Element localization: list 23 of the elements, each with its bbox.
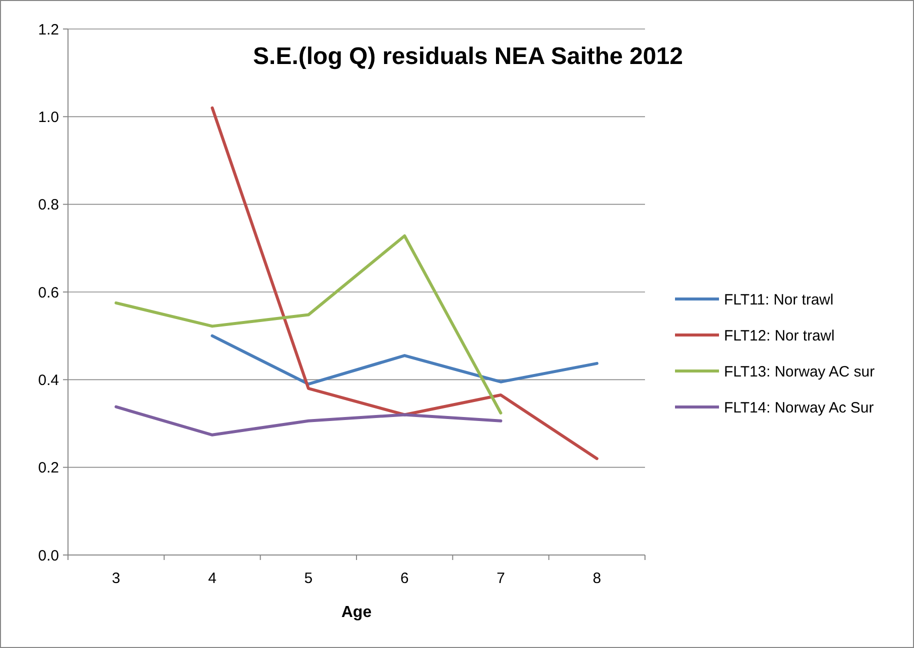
y-tick-label: 1.2	[38, 21, 59, 38]
y-tick-label: 0.6	[38, 284, 59, 302]
y-tick-label: 0.2	[38, 460, 59, 477]
legend-label: FLT13: Norway AC sur	[724, 363, 875, 380]
x-tick-label: 7	[496, 570, 505, 587]
x-tick-label: 8	[592, 570, 602, 587]
x-tick-label: 5	[304, 570, 313, 587]
x-tick-label: 3	[112, 570, 120, 587]
line-series	[210, 334, 598, 386]
text: S.E.(log Q) residuals NEA Saithe 2012	[253, 43, 683, 70]
y-tick-label: 0.8	[38, 196, 59, 214]
y-tick-label: 1.0	[38, 108, 59, 126]
line-series	[114, 405, 502, 436]
line-series	[114, 234, 502, 414]
line-series	[210, 106, 598, 460]
x-axis-title: Age	[341, 604, 372, 621]
x-tick-label: 6	[400, 570, 409, 587]
legend-label: FLT14: Norway Ac Sur	[724, 399, 874, 416]
legend-label: FLT11: Nor trawl	[724, 291, 834, 308]
legend-label: FLT12: Nor trawl	[724, 327, 835, 344]
x-tick-label: 4	[208, 570, 216, 587]
y-tick-label: 0.4	[38, 372, 59, 389]
y-tick-label: 0.0	[38, 547, 59, 564]
